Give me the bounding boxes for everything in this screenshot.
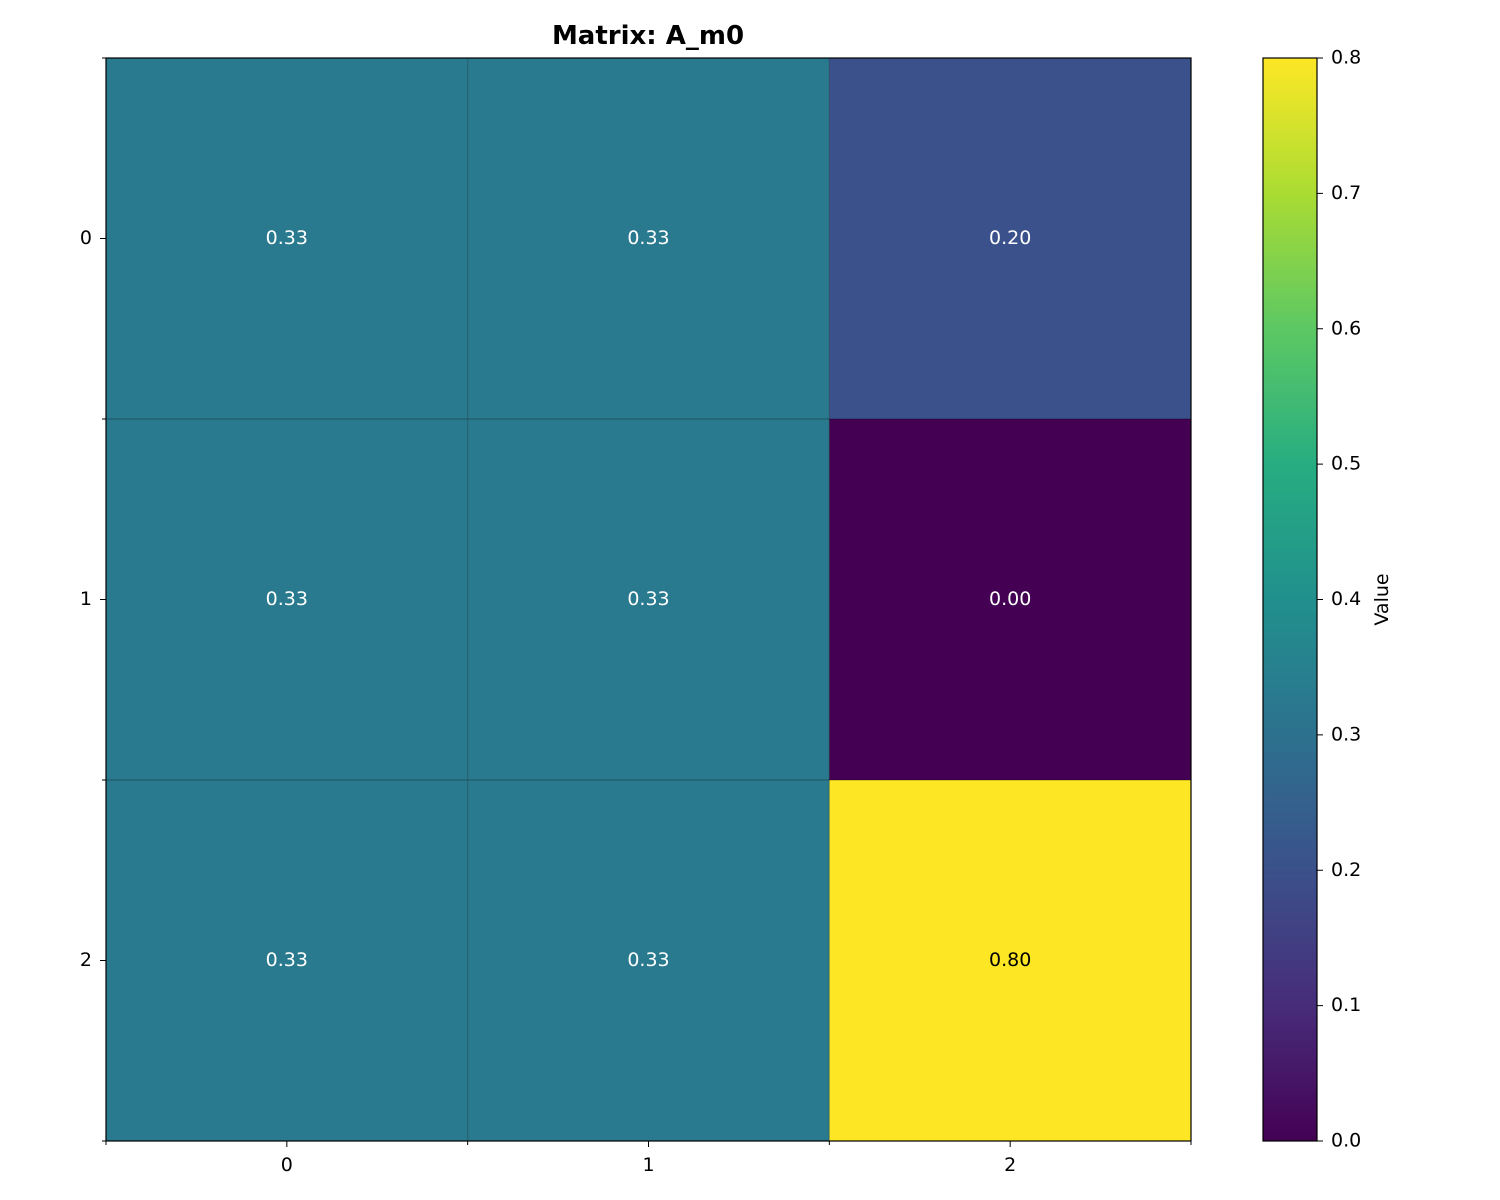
colorbar-tick-label: 0.2 [1331, 859, 1361, 881]
y-tick-label: 0 [80, 227, 92, 249]
heatmap-cell [829, 58, 1191, 419]
colorbar-tick-label: 0.7 [1331, 182, 1361, 204]
colorbar-tick-label: 0.4 [1331, 588, 1361, 610]
cell-value-label: 0.33 [627, 949, 669, 971]
cell-value-label: 0.33 [266, 588, 308, 610]
colorbar-tick-label: 0.3 [1331, 723, 1361, 745]
cell-value-label: 0.33 [627, 227, 669, 249]
heatmap-cell [467, 419, 830, 780]
heatmap-cell [829, 419, 1191, 780]
heatmap-cell [467, 780, 830, 1141]
y-tick-label: 1 [80, 588, 92, 610]
cell-value-label: 0.20 [989, 227, 1031, 249]
colorbar-tick-label: 0.5 [1331, 453, 1361, 475]
heatmap-cell [106, 58, 468, 419]
plot-area: 0.33 0.33 0.20 0.33 0.33 0.00 0.33 0.33 0.80 0 1 2 0… [80, 57, 1192, 1176]
cell-value-label: 0.33 [266, 227, 308, 249]
x-tick-label: 0 [281, 1154, 293, 1176]
colorbar-tick-label: 0.0 [1331, 1130, 1361, 1152]
heatmap-cell [106, 780, 468, 1141]
heatmap-cell [467, 58, 830, 419]
cell-value-label: 0.33 [266, 949, 308, 971]
heatmap-cell [106, 419, 468, 780]
x-tick-label: 2 [1004, 1154, 1016, 1176]
colorbar-label: Value [1371, 573, 1393, 625]
colorbar-tick-label: 0.1 [1331, 994, 1361, 1016]
colorbar: 0.0 0.1 0.2 0.3 0.4 0.5 0.6 0.7 0.8 Value [1262, 47, 1393, 1152]
colorbar-tick-label: 0.8 [1331, 47, 1361, 69]
colorbar-tick-label: 0.6 [1331, 317, 1361, 339]
colorbar-gradient [1262, 57, 1318, 1142]
cell-value-label: 0.33 [627, 588, 669, 610]
cell-value-label: 0.80 [989, 949, 1031, 971]
heatmap-cell [829, 780, 1191, 1141]
cell-value-label: 0.00 [989, 588, 1031, 610]
x-tick-label: 1 [642, 1154, 654, 1176]
chart-title: Matrix: A_m0 [552, 21, 744, 51]
y-tick-label: 2 [80, 949, 92, 971]
